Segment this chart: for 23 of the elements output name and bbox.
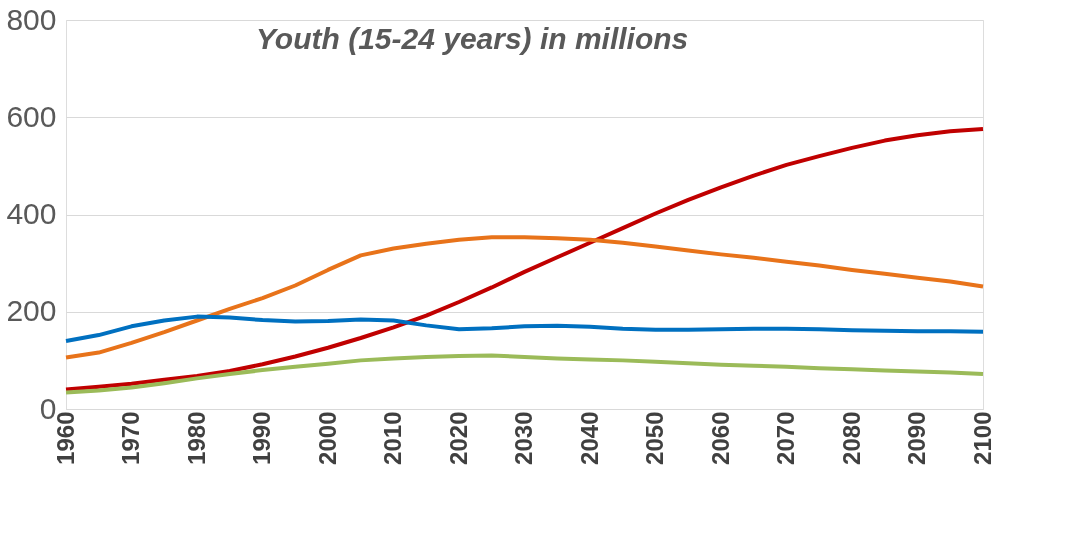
y-tick-label: 400 [6,197,57,230]
x-tick-label: 2010 [379,411,406,465]
line-series [64,235,985,360]
x-tick-label: 2000 [313,411,341,465]
y-tick-label: 800 [6,2,57,36]
x-tick-label: 2040 [575,411,603,465]
x-tick-label: 1970 [117,411,144,465]
x-tick-label: 2050 [641,411,668,465]
line-series [64,126,985,392]
x-tick-label: 2100 [968,411,996,465]
x-tick-label: 1990 [248,411,275,465]
line-series [64,314,985,343]
x-tick-label: 2080 [837,411,865,465]
x-tick-label: 2090 [903,411,930,465]
line-series [64,353,985,395]
chart-title: Youth (15-24 years) in millions [255,22,689,55]
x-tick-label: 2030 [510,411,537,465]
x-tick-label: 2060 [706,411,734,465]
y-tick-label: 200 [6,294,57,328]
x-tick-label: 2070 [772,411,799,465]
x-tick-label: 1980 [182,411,210,465]
x-tick-label: 2020 [444,411,472,465]
y-tick-label: 600 [6,99,57,133]
